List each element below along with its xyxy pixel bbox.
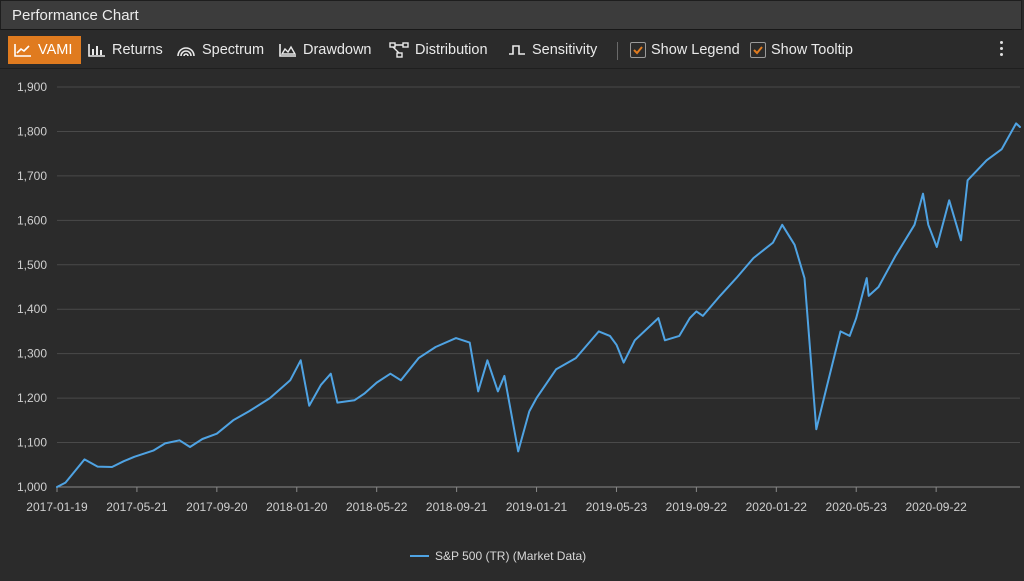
tab-label: Sensitivity	[532, 42, 598, 58]
tab-drawdown[interactable]: Drawdown	[273, 36, 378, 64]
tab-spectrum[interactable]: Spectrum	[170, 36, 270, 64]
vami-chart: 1,000 1,100 1,200 1,300 1,400 1,500 1,600 1,700…	[17, 80, 1021, 514]
show-tooltip-label: Show Tooltip	[771, 42, 853, 58]
tab-label: Drawdown	[303, 42, 372, 58]
y-tick-label: 1,900	[17, 80, 47, 94]
x-tick-label: 2019-05-23	[586, 500, 648, 514]
tab-label: Returns	[112, 42, 163, 58]
y-tick-label: 1,700	[17, 169, 47, 183]
x-tick-label: 2020-09-22	[905, 500, 967, 514]
x-tick-label: 2018-05-22	[346, 500, 408, 514]
spectrum-icon	[176, 43, 196, 57]
chart-legend-item[interactable]: S&P 500 (TR) (Market Data)	[410, 549, 586, 563]
series-line-sp500	[56, 122, 1021, 488]
checkbox-checked-icon	[750, 42, 766, 58]
y-tick-label: 1,400	[17, 302, 47, 316]
y-tick-label: 1,800	[17, 124, 47, 138]
tab-vami[interactable]: VAMI	[8, 36, 81, 64]
y-tick-label: 1,300	[17, 347, 47, 361]
show-legend-checkbox[interactable]: Show Legend	[630, 39, 740, 61]
y-tick-label: 1,200	[17, 391, 47, 405]
window-titlebar: Performance Chart	[0, 0, 1022, 30]
x-tick-label: 2018-09-21	[426, 500, 488, 514]
area-chart-icon	[279, 43, 297, 57]
x-tick-label: 2017-09-20	[186, 500, 248, 514]
x-tick-label: 2018-01-20	[266, 500, 328, 514]
tab-sensitivity[interactable]: Sensitivity	[502, 36, 603, 64]
y-tick-label: 1,500	[17, 258, 47, 272]
show-tooltip-checkbox[interactable]: Show Tooltip	[750, 39, 853, 61]
y-tick-label: 1,600	[17, 213, 47, 227]
show-legend-label: Show Legend	[651, 42, 740, 58]
legend-label: S&P 500 (TR) (Market Data)	[435, 549, 587, 563]
chart-toolbar: VAMI Returns Spectrum Drawdown Distribut…	[0, 32, 1024, 69]
x-tick-label: 2017-05-21	[106, 500, 168, 514]
legend-swatch	[410, 555, 429, 557]
tab-label: Distribution	[415, 42, 488, 58]
x-tick-label: 2019-01-21	[506, 500, 568, 514]
checkbox-checked-icon	[630, 42, 646, 58]
more-vertical-icon[interactable]	[996, 38, 1008, 60]
distribution-icon	[389, 42, 409, 58]
line-chart-icon	[14, 43, 32, 57]
tab-label: Spectrum	[202, 42, 265, 58]
tab-label: VAMI	[38, 42, 73, 58]
x-tick-label: 2020-05-23	[826, 500, 888, 514]
x-tick-label: 2017-01-19	[26, 500, 88, 514]
bar-chart-icon	[88, 43, 106, 57]
x-tick-label: 2019-09-22	[666, 500, 728, 514]
tab-distribution[interactable]: Distribution	[383, 36, 494, 64]
x-tick-label: 2020-01-22	[746, 500, 808, 514]
y-tick-label: 1,000	[17, 480, 47, 494]
step-chart-icon	[508, 43, 526, 57]
tab-returns[interactable]: Returns	[82, 36, 169, 64]
window-title: Performance Chart	[12, 7, 139, 24]
y-tick-label: 1,100	[17, 436, 47, 450]
toolbar-divider	[617, 42, 618, 60]
